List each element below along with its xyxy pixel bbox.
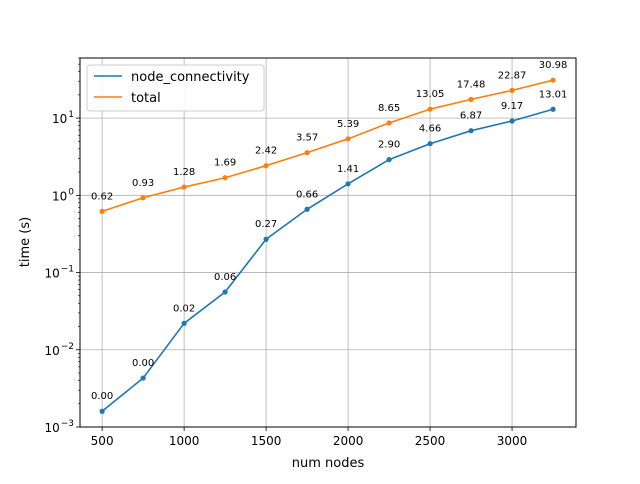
data-point	[509, 118, 515, 124]
data-point	[550, 77, 556, 83]
data-label: 30.98	[539, 60, 568, 71]
data-point	[140, 375, 146, 381]
y-tick-base: 10	[52, 112, 67, 126]
y-tick-base: 10	[44, 344, 59, 358]
x-axis-label: num nodes	[292, 456, 365, 471]
y-tick-exponent: 1	[68, 110, 74, 120]
data-label: 0.00	[91, 391, 113, 402]
data-label: 3.57	[296, 133, 318, 144]
data-label: 17.48	[457, 79, 486, 90]
x-tick-label: 1000	[169, 434, 200, 448]
data-label: 8.65	[378, 103, 400, 114]
y-tick-label: −310	[44, 419, 74, 435]
y-tick-exponent: −1	[61, 265, 74, 275]
data-point	[181, 184, 187, 190]
data-point	[468, 96, 474, 102]
x-tick-label: 1500	[251, 434, 282, 448]
data-point	[263, 163, 269, 169]
series-line-node_connectivity	[101, 108, 554, 412]
x-tick-label: 2500	[415, 434, 446, 448]
data-point	[386, 120, 392, 126]
data-point	[468, 128, 474, 134]
data-label: 22.87	[498, 70, 527, 81]
x-tick-label: 2000	[333, 434, 364, 448]
x-tick-label: 500	[91, 434, 114, 448]
y-tick-base: 10	[44, 421, 59, 435]
data-point	[99, 208, 105, 214]
data-label: 1.69	[214, 158, 236, 169]
data-point	[263, 236, 269, 242]
x-tick-label: 3000	[497, 434, 528, 448]
plot-frame	[79, 57, 577, 428]
y-tick-label: 110	[52, 110, 74, 126]
data-label: 0.00	[132, 358, 154, 369]
data-label: 5.39	[337, 119, 359, 130]
data-point	[99, 408, 105, 414]
y-tick-exponent: 0	[68, 187, 74, 197]
data-label: 2.42	[255, 146, 277, 157]
data-point	[345, 136, 351, 142]
data-point	[222, 175, 228, 181]
data-label: 0.02	[173, 303, 195, 314]
data-label: 0.06	[214, 272, 236, 283]
data-label: 6.87	[460, 111, 482, 122]
series-line-total	[101, 79, 554, 213]
data-point	[509, 87, 515, 93]
y-tick-exponent: −3	[61, 419, 74, 429]
y-tick-label: 010	[52, 187, 74, 203]
data-point	[427, 141, 433, 147]
data-point	[304, 150, 310, 156]
legend-label: node_connectivity	[131, 70, 250, 85]
y-tick-base: 10	[44, 267, 59, 281]
data-label: 0.62	[91, 191, 113, 202]
data-label: 13.05	[416, 89, 445, 100]
data-label: 2.90	[378, 140, 400, 151]
data-point	[222, 289, 228, 295]
legend-box	[86, 64, 265, 112]
data-label: 1.41	[337, 164, 359, 175]
data-point	[181, 320, 187, 326]
data-label: 0.93	[132, 178, 154, 189]
x-axis-ticks: 500 1000 1500 2000 2500 3000	[91, 427, 528, 448]
y-tick-label: −210	[44, 342, 74, 358]
data-label: 1.28	[173, 167, 195, 178]
data-label: 4.66	[419, 124, 441, 135]
y-tick-base: 10	[52, 189, 67, 203]
series-layer	[99, 77, 556, 414]
data-label: 0.27	[255, 219, 277, 230]
legend-label: total	[131, 91, 161, 106]
data-labels: 0.00 0.00 0.02 0.06 0.27 0.66 1.41 2.90 4.66 6.87…	[91, 60, 567, 402]
data-label: 9.17	[501, 101, 523, 112]
data-label: 0.66	[296, 189, 318, 200]
y-tick-exponent: −2	[61, 342, 74, 352]
y-axis-label: time (s)	[18, 217, 33, 267]
data-point	[304, 206, 310, 212]
data-point	[140, 195, 146, 201]
data-label: 13.01	[539, 89, 568, 100]
y-tick-label: −110	[44, 265, 74, 281]
grid-lines	[80, 58, 576, 428]
data-point	[386, 157, 392, 163]
data-point	[427, 106, 433, 112]
data-point	[550, 106, 556, 112]
data-point	[345, 181, 351, 187]
